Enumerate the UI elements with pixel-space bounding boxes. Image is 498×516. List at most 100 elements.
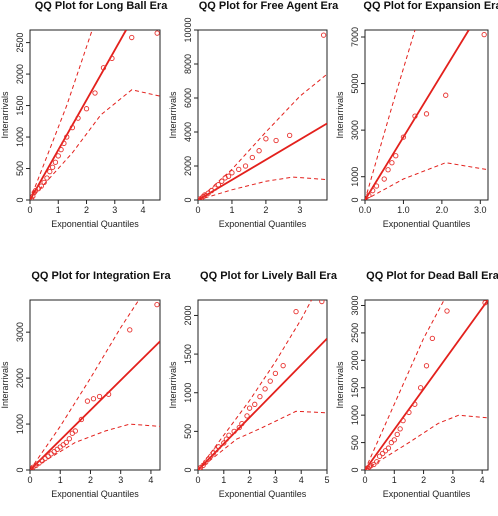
y-tick-label: 2000 (15, 64, 25, 84)
data-point (83, 106, 90, 112)
data-point (47, 169, 53, 175)
data-point (443, 92, 449, 98)
chart-title: QQ Plot for Expansion Era (363, 0, 498, 12)
y-tick-label: 1000 (350, 167, 360, 187)
data-point (60, 442, 66, 448)
x-tick-label: 2 (88, 475, 93, 485)
data-point (482, 300, 488, 306)
series-layer (30, 300, 160, 470)
data-point (69, 430, 75, 436)
data-point (109, 55, 115, 61)
y-tick-label: 10000 (183, 17, 193, 42)
plot-frame (364, 29, 489, 201)
x-tick-label: 0 (27, 475, 32, 485)
x-tick-label: 1.0 (397, 205, 410, 215)
upper-envelope-line (198, 73, 327, 200)
plot-frame (29, 299, 161, 471)
reference-line (365, 300, 488, 470)
y-tick-label: 500 (15, 161, 25, 176)
data-point (154, 30, 160, 36)
qq-panel-2: QQ Plot for Free Agent Era 0 1 2 3 0 2000 4000 6… (168, 0, 339, 229)
data-point (90, 396, 97, 402)
lower-envelope-line (365, 162, 488, 200)
x-tick-label: 2 (263, 205, 268, 215)
qq-panel-1: QQ Plot for Long Ball Era 0 1 2 3 4 0 500 1000 15… (0, 0, 168, 229)
data-point (221, 440, 227, 446)
data-point (212, 185, 218, 191)
y-tick-label: 5000 (350, 74, 360, 94)
y-tick-label: 2000 (183, 305, 193, 325)
data-point (293, 308, 299, 315)
data-point (127, 327, 133, 333)
data-point (272, 370, 279, 377)
data-point (263, 136, 269, 142)
data-point (368, 462, 374, 469)
qq-panel-3: QQ Plot for Expansion Era 0.0 1.0 2.0 3.0 0 10… (335, 0, 498, 229)
data-point (280, 363, 286, 369)
x-tick-label: 3 (450, 475, 455, 485)
x-tick-label: 4 (480, 475, 485, 485)
data-point (208, 187, 215, 194)
y-tick-label: 0 (15, 467, 25, 472)
y-tick-label: 3000 (15, 322, 25, 342)
data-point (417, 385, 424, 391)
data-point (366, 192, 372, 198)
reference-line (198, 122, 327, 200)
data-point (200, 193, 206, 200)
data-point (423, 111, 430, 117)
data-point (51, 448, 57, 455)
data-point (61, 140, 67, 146)
data-point (267, 378, 273, 384)
data-point (262, 386, 268, 392)
x-tick-label: 4 (141, 205, 146, 215)
data-point (203, 459, 209, 465)
data-point (69, 124, 76, 131)
x-tick-label: 2 (84, 205, 89, 215)
series-layer (198, 300, 327, 470)
chart-title: QQ Plot for Long Ball Era (35, 0, 169, 12)
chart-title: QQ Plot for Lively Ball Era (200, 270, 338, 282)
data-point (376, 453, 383, 459)
data-point (75, 115, 81, 121)
y-axis-label: Interarrivals (168, 91, 178, 139)
x-tick-label: 0 (362, 475, 367, 485)
x-axis-label: Exponential Quantiles (219, 489, 307, 499)
y-tick-label: 0 (183, 467, 193, 472)
data-point (400, 417, 406, 424)
data-point (78, 416, 85, 423)
y-tick-label: 1500 (350, 378, 360, 398)
x-tick-label: 2 (247, 475, 252, 485)
y-tick-label: 3000 (350, 120, 360, 140)
x-tick-label: 1 (56, 205, 61, 215)
data-point (412, 401, 418, 407)
data-point (412, 113, 418, 119)
data-point (246, 405, 253, 411)
chart-title: QQ Plot for Free Agent Era (199, 0, 339, 12)
data-point (30, 465, 35, 470)
x-axis-label: Exponential Quantiles (51, 219, 139, 229)
data-point (100, 65, 107, 71)
y-tick-label: 2500 (15, 33, 25, 53)
data-point (319, 300, 325, 305)
chart-title: QQ Plot for Integration Era (31, 270, 171, 282)
x-axis-label: Exponential Quantiles (51, 489, 139, 499)
data-point (273, 137, 279, 144)
x-tick-label: 0.0 (359, 205, 372, 215)
lower-envelope-line (30, 89, 160, 200)
data-point (84, 398, 91, 404)
data-point (385, 445, 392, 451)
x-tick-label: 2.0 (436, 205, 449, 215)
data-point (200, 462, 206, 469)
data-point (252, 401, 258, 407)
data-point (54, 446, 60, 452)
y-tick-label: 2000 (15, 368, 25, 388)
data-point (198, 195, 205, 200)
x-tick-label: 0 (195, 205, 200, 215)
data-point (393, 153, 399, 159)
upper-envelope-line (365, 300, 445, 470)
x-axis-label: Exponential Quantiles (383, 489, 471, 499)
y-tick-label: 500 (183, 424, 193, 439)
data-point (72, 428, 78, 434)
data-point (58, 146, 64, 153)
data-point (154, 301, 160, 308)
